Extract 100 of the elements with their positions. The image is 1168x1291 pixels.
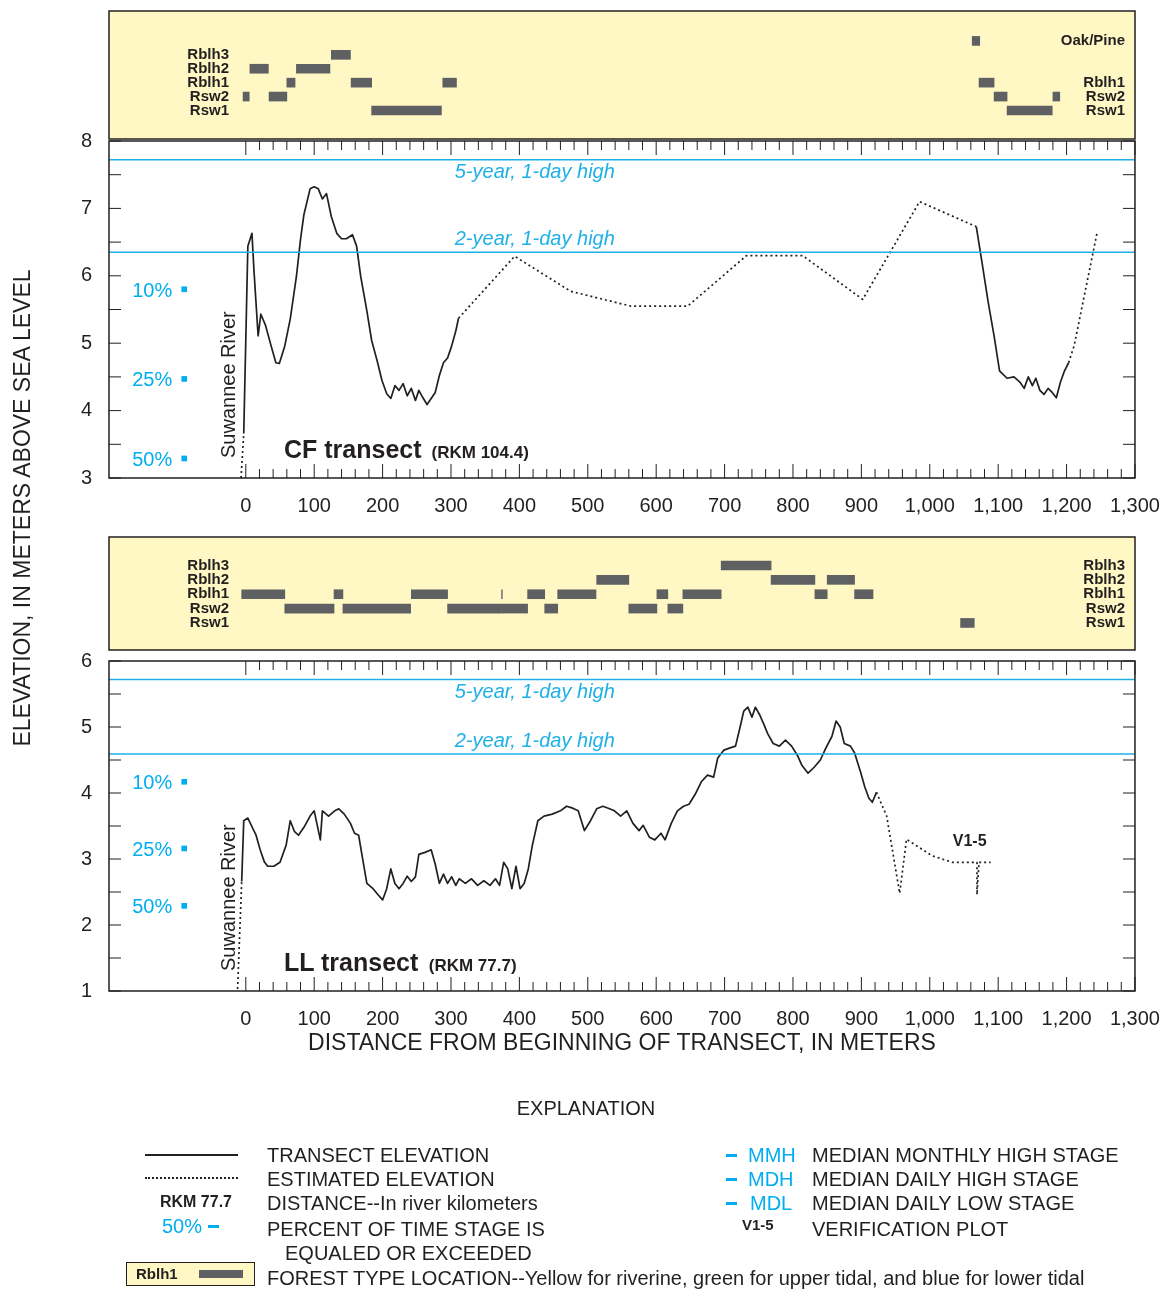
text: TRANSECT ELEVATION: [267, 1143, 490, 1167]
x-tick-label: 1,000: [904, 493, 955, 516]
series-label: 10%: [132, 278, 173, 301]
x-tick-label: 900: [844, 1006, 879, 1029]
bar: [296, 63, 331, 74]
ref-line-label: 2-year, 1-day high: [453, 728, 615, 751]
y-tick-label: 2: [80, 912, 92, 935]
bar: [242, 91, 250, 102]
x-tick-label: 1,300: [1109, 493, 1161, 516]
series-label: 25%: [132, 837, 173, 860]
y-tick-label: 3: [80, 846, 92, 869]
text: (RKM 104.4): [431, 443, 529, 462]
bar: [826, 575, 855, 585]
text: MEDIAN DAILY LOW STAGE: [812, 1191, 1075, 1215]
text: (RKM 77.7): [428, 956, 517, 975]
y-tick-label: 8: [80, 128, 92, 151]
text: CF transect: [284, 435, 423, 463]
ref-line-label: 5-year, 1-day high: [454, 160, 615, 183]
y-tick-label: 4: [80, 398, 92, 421]
x-axis-title: DISTANCE FROM BEGINNING OF TRANSECT, IN METERS: [308, 1028, 936, 1055]
x-tick-label: 1,100: [973, 493, 1024, 516]
annotation: Suwannee River: [217, 823, 239, 971]
text: EXPLANATION: [516, 1096, 656, 1120]
text: Rblh1: [136, 1264, 178, 1284]
text: MEDIAN DAILY HIGH STAGE: [812, 1167, 1079, 1191]
bar: [333, 589, 344, 600]
series-label: 10%: [132, 771, 173, 794]
text: FOREST TYPE LOCATION--Yellow for riverine, green for upper tidal, and blue for lower tidal: [267, 1266, 1085, 1290]
x-tick-label: 800: [776, 493, 810, 516]
bar: [268, 91, 288, 102]
y-tick-label: 7: [80, 195, 92, 218]
annotation: Suwannee River: [217, 310, 239, 458]
series-label: 50%: [132, 895, 173, 918]
text: V1-5: [742, 1215, 774, 1235]
y-tick-label: 1: [80, 978, 92, 1001]
x-tick-label: 300: [434, 1006, 468, 1029]
bar: [971, 36, 981, 46]
x-tick-label: 1,300: [1109, 1006, 1161, 1029]
bar: [330, 50, 351, 60]
x-tick-label: 300: [434, 493, 468, 516]
text: MDL: [750, 1191, 793, 1215]
x-tick-label: 700: [707, 493, 742, 516]
x-tick-label: 200: [365, 1006, 400, 1029]
bar: [544, 603, 559, 614]
y-axis-title: ELEVATION, IN METERS ABOVE SEA LEVEL: [9, 269, 35, 747]
y-tick-label: 5: [80, 330, 92, 353]
text: RKM 77.7: [159, 1192, 232, 1212]
bar: [770, 575, 816, 585]
bar: [720, 560, 772, 571]
bar: [411, 589, 448, 600]
bar: [284, 603, 335, 614]
x-tick-label: 1,200: [1041, 1006, 1092, 1029]
x-tick-label: 0: [240, 1006, 252, 1029]
x-tick-label: 500: [571, 1006, 605, 1029]
x-tick-label: 600: [639, 493, 673, 516]
bar: [628, 603, 658, 614]
series-label: V1-5: [952, 831, 987, 849]
y-tick-label: 3: [80, 465, 92, 488]
y2-tick-label: Oak/Pine: [1060, 31, 1125, 49]
y-tick-label: Rsw1: [1085, 613, 1125, 631]
x-tick-label: 400: [502, 493, 537, 516]
y-tick-label: 6: [80, 263, 92, 286]
bar: [527, 589, 546, 600]
ref-line-label: 2-year, 1-day high: [453, 226, 615, 249]
x-tick-label: 1,100: [973, 1006, 1024, 1029]
ref-line-label: 5-year, 1-day high: [454, 680, 615, 703]
bar: [241, 589, 286, 600]
bar: [350, 77, 372, 88]
text: MMH: [748, 1143, 796, 1167]
text: 50%: [161, 1214, 202, 1238]
x-tick-label: 800: [776, 1006, 810, 1029]
y-tick-label: 6: [80, 648, 92, 671]
x-tick-label: 600: [639, 1006, 673, 1029]
y-tick-label: 4: [80, 780, 92, 803]
text: LL transect: [284, 948, 419, 976]
x-tick-label: 100: [297, 493, 331, 516]
bar: [371, 105, 442, 116]
bar: [667, 603, 684, 614]
bar: [596, 575, 630, 585]
x-tick-label: 500: [571, 493, 605, 516]
bar: [682, 589, 722, 600]
bar: [442, 77, 457, 88]
x-tick-label: 400: [502, 1006, 537, 1029]
bar: [814, 589, 828, 600]
x-tick-label: 100: [297, 1006, 331, 1029]
text: PERCENT OF TIME STAGE IS EQUALED OR EXCEEDED: [267, 1217, 546, 1265]
text: MDH: [748, 1167, 794, 1191]
text: MEDIAN MONTHLY HIGH STAGE: [812, 1143, 1119, 1167]
x-tick-label: 200: [365, 493, 400, 516]
series-label: 25%: [132, 368, 173, 391]
bar: [557, 589, 597, 600]
bar: [854, 589, 874, 600]
bar: [249, 63, 269, 74]
text: VERIFICATION PLOT: [812, 1217, 1009, 1241]
x-tick-label: 900: [844, 493, 879, 516]
bar: [342, 603, 411, 614]
series-label: 50%: [132, 447, 173, 470]
bar: [960, 618, 975, 628]
y-tick-label: 5: [80, 714, 92, 737]
bar: [1006, 105, 1053, 116]
